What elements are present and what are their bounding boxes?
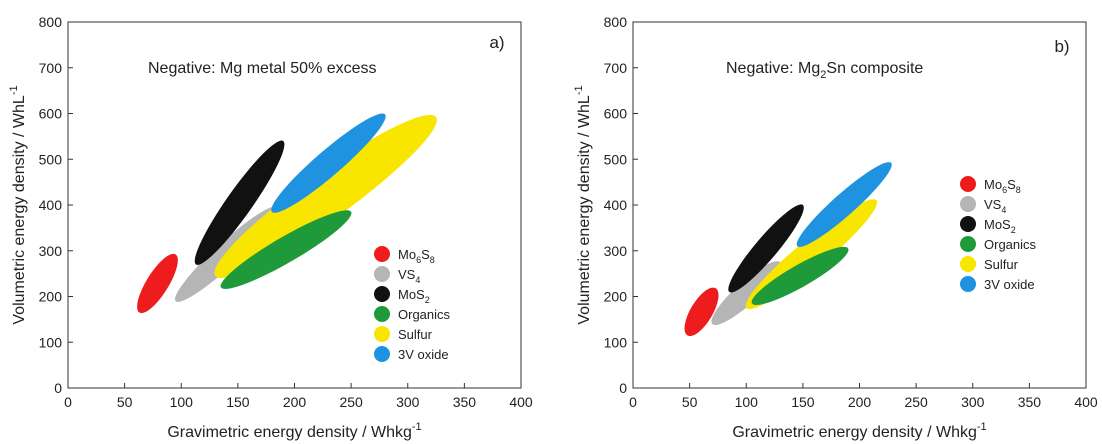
y-tick-label: 600: [604, 106, 628, 122]
x-tick-label: 350: [1018, 394, 1042, 410]
legend-label: VS4: [398, 267, 420, 285]
panel-label: a): [489, 33, 504, 52]
legend-swatch: [374, 266, 390, 282]
x-axis-label: Gravimetric energy density / Whkg-1: [732, 421, 986, 441]
x-tick-label: 0: [629, 394, 637, 410]
x-tick-label: 350: [453, 394, 477, 410]
y-tick-label: 0: [54, 380, 62, 396]
legend-swatch: [374, 326, 390, 342]
y-tick-label: 100: [39, 334, 63, 350]
x-tick-label: 150: [791, 394, 815, 410]
legend-label: Sulfur: [984, 257, 1019, 272]
region-vs4: [711, 261, 782, 326]
legend-label: Organics: [984, 237, 1037, 252]
y-tick-label: 200: [39, 289, 63, 305]
region-mos2: [728, 204, 804, 293]
y-tick-label: 600: [39, 106, 63, 122]
x-tick-label: 200: [283, 394, 307, 410]
legend-swatch: [374, 286, 390, 302]
y-tick-label: 300: [39, 243, 63, 259]
legend-swatch: [374, 306, 390, 322]
x-tick-label: 100: [170, 394, 194, 410]
legend-label: MoS2: [984, 217, 1016, 235]
region-3v-oxide: [796, 162, 892, 247]
legend-label: VS4: [984, 197, 1006, 215]
legend-label: Sulfur: [398, 327, 433, 342]
y-tick-label: 800: [604, 14, 628, 30]
region-organics: [751, 246, 849, 305]
x-tick-label: 50: [117, 394, 133, 410]
y-tick-label: 700: [604, 60, 628, 76]
panel-annotation: Negative: Mg metal 50% excess: [148, 60, 377, 77]
y-tick-label: 700: [39, 60, 63, 76]
legend-label: Mo6S8: [398, 247, 435, 265]
y-tick-label: 800: [39, 14, 63, 30]
y-axis-label: Volumetric energy density / WhL-1: [573, 85, 593, 324]
legend-label: MoS2: [398, 287, 430, 305]
x-tick-label: 200: [848, 394, 872, 410]
x-tick-label: 0: [64, 394, 72, 410]
y-tick-label: 100: [604, 334, 628, 350]
legend-swatch: [960, 256, 976, 272]
legend-label: Mo6S8: [984, 177, 1021, 195]
region-mo6s8: [137, 253, 178, 314]
region-sulfur: [214, 114, 437, 279]
legend-label: 3V oxide: [398, 347, 449, 362]
legend-swatch: [960, 236, 976, 252]
legend-label: 3V oxide: [984, 277, 1035, 292]
x-tick-label: 250: [339, 394, 363, 410]
x-tick-label: 400: [1074, 394, 1098, 410]
y-tick-label: 500: [604, 151, 628, 167]
region-mo6s8: [684, 287, 719, 337]
legend-swatch: [960, 216, 976, 232]
region-organics: [220, 210, 352, 289]
y-axis-label: Volumetric energy density / WhL-1: [8, 85, 28, 324]
chart-panel-b: 0 50 100 150 200 250 300 350 400 0 100 200 300 400 500…: [573, 14, 1098, 441]
region-mos2: [194, 140, 285, 265]
legend-swatch: [960, 176, 976, 192]
y-tick-label: 200: [604, 289, 628, 305]
x-tick-label: 250: [904, 394, 928, 410]
legend-swatch: [374, 246, 390, 262]
legend-swatch: [374, 346, 390, 362]
panel-annotation: Negative: Mg2Sn composite: [726, 60, 923, 81]
legend-swatch: [960, 196, 976, 212]
legend-label: Organics: [398, 307, 451, 322]
y-tick-label: 400: [604, 197, 628, 213]
legend-swatch: [960, 276, 976, 292]
x-tick-label: 300: [396, 394, 420, 410]
x-tick-label: 100: [735, 394, 759, 410]
x-tick-label: 150: [226, 394, 250, 410]
region-3v-oxide: [271, 113, 386, 213]
x-axis-label: Gravimetric energy density / Whkg-1: [167, 421, 421, 441]
y-tick-label: 400: [39, 197, 63, 213]
x-tick-label: 300: [961, 394, 985, 410]
y-tick-label: 500: [39, 151, 63, 167]
y-tick-label: 300: [604, 243, 628, 259]
y-tick-label: 0: [619, 380, 627, 396]
chart-panel-a: 0 50 100 150 200 250 300 350 400 0 100 200 300 400 500…: [8, 14, 533, 441]
x-tick-label: 400: [509, 394, 533, 410]
panel-label: b): [1054, 37, 1069, 56]
x-tick-label: 50: [682, 394, 698, 410]
